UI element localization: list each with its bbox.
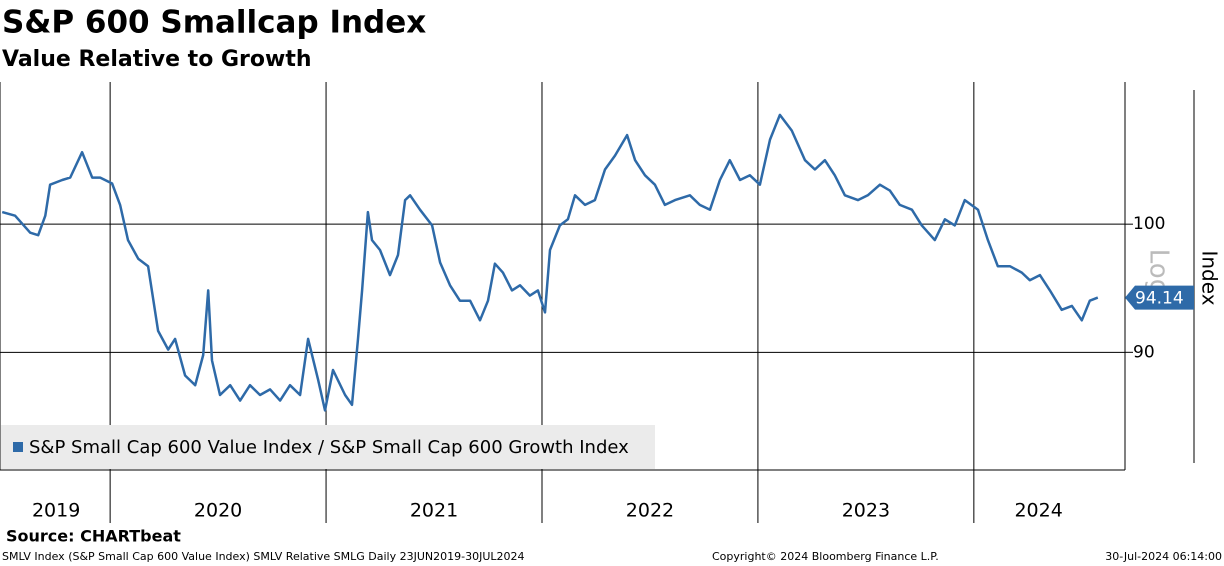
legend-label: S&P Small Cap 600 Value Index / S&P Smal…	[29, 437, 629, 458]
source: Source: CHARTbeat	[6, 527, 181, 546]
chart-subtitle: Value Relative to Growth	[2, 47, 312, 72]
y-tick-label: 100	[1133, 214, 1165, 234]
last-value-tag	[1125, 285, 1194, 310]
y-tick-label: 90	[1133, 342, 1155, 362]
footer-left: SMLV Index (S&P Small Cap 600 Value Inde…	[2, 550, 525, 563]
footer-right: 30-Jul-2024 06:14:00	[1105, 550, 1222, 563]
y-axis-label: Index	[1198, 250, 1222, 305]
chart-title: S&P 600 Smallcap Index	[2, 5, 426, 41]
legend-swatch	[13, 442, 23, 452]
data-line	[1, 113, 1099, 412]
footer-center: Copyright© 2024 Bloomberg Finance L.P.	[712, 550, 939, 563]
x-tick-label: 2019	[32, 500, 80, 522]
last-value-label: 94.14	[1135, 289, 1184, 309]
x-tick-label: 2021	[410, 500, 458, 522]
x-tick-label: 2024	[1014, 500, 1062, 522]
x-tick-label: 2020	[194, 500, 242, 522]
legend-box	[1, 425, 655, 469]
x-tick-label: 2022	[626, 500, 674, 522]
x-tick-label: 2023	[842, 500, 890, 522]
